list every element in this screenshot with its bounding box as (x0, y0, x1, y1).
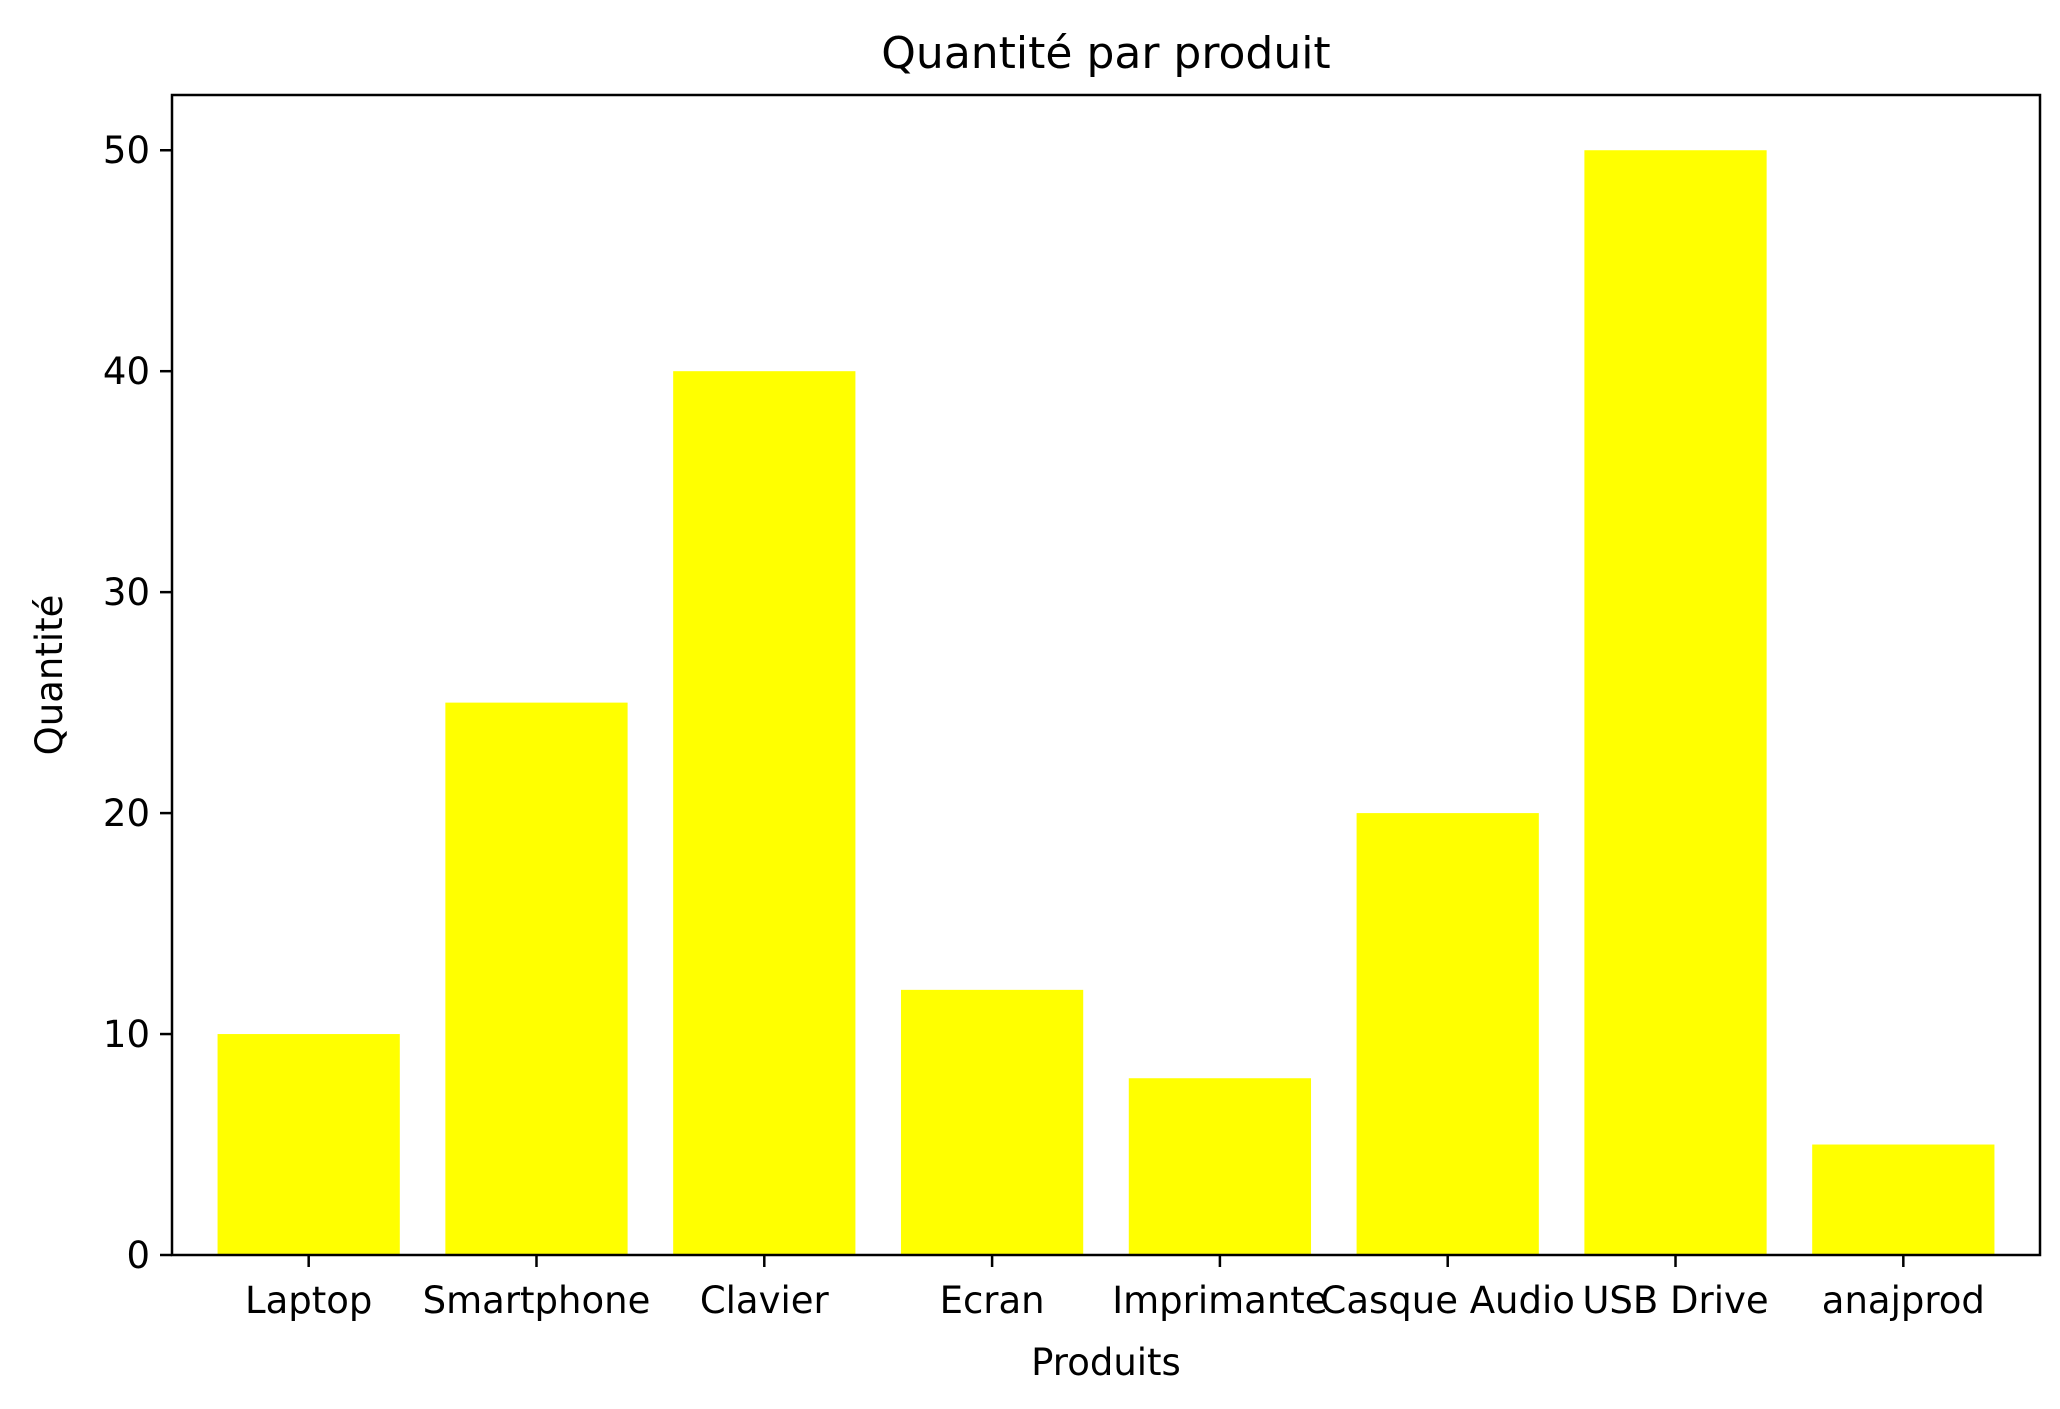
y-axis-label: Quantité (28, 595, 71, 756)
plot-frame (170, 93, 2042, 1257)
y-tick-label: 50 (103, 129, 150, 172)
x-tick-label: Laptop (245, 1279, 372, 1322)
x-tick-label: Casque Audio (1320, 1279, 1574, 1322)
bar-4 (1128, 1078, 1312, 1255)
bar-3 (900, 989, 1084, 1255)
bar-5 (1356, 813, 1539, 1255)
bar-7 (1812, 1144, 1995, 1255)
bar-0 (217, 1034, 400, 1255)
bars-group (217, 150, 1995, 1256)
x-tick-label: Ecran (940, 1279, 1045, 1322)
y-tick-label: 0 (126, 1234, 150, 1277)
bar-2 (673, 371, 856, 1255)
x-ticks-group: Laptop Smartphone Clavier Ecran ImprimanteCa… (245, 1255, 1985, 1322)
y-tick-label: 40 (103, 350, 150, 393)
y-tick-label: 10 (103, 1013, 150, 1056)
chart-title: Quantité par produit (881, 28, 1330, 79)
x-axis-label: Produits (1031, 1341, 1181, 1384)
y-tick-label: 30 (103, 571, 150, 614)
x-tick-label: USB Drive (1582, 1279, 1768, 1322)
y-tick-label: 20 (103, 792, 150, 835)
x-tick-label: anajprod (1822, 1279, 1985, 1322)
bar-1 (445, 702, 628, 1255)
x-tick-label: Clavier (700, 1279, 830, 1322)
x-tick-label: Imprimante (1112, 1279, 1327, 1322)
bar-6 (1584, 150, 1767, 1256)
y-ticks-group: 0 10 20 30 40 50 (103, 129, 172, 1277)
x-tick-label: Smartphone (423, 1279, 651, 1322)
